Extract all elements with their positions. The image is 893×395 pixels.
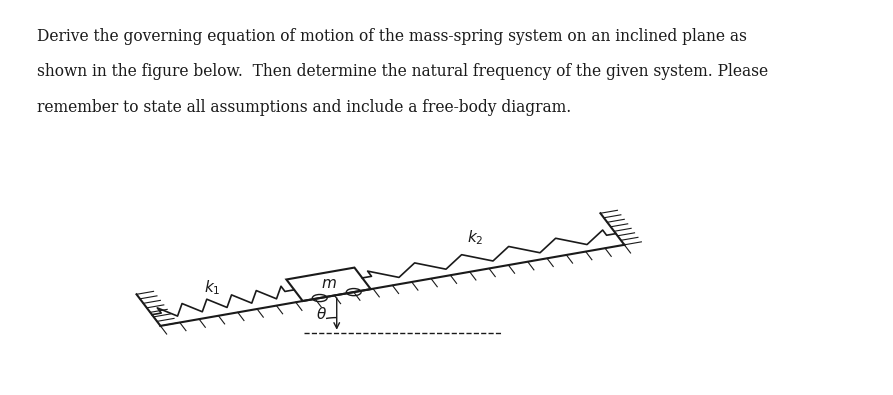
Text: remember to state all assumptions and include a free-body diagram.: remember to state all assumptions and in… [37,99,572,116]
Text: $m$: $m$ [321,277,337,291]
Text: $k_1$: $k_1$ [204,279,221,297]
Text: $k_2$: $k_2$ [467,229,484,247]
Text: shown in the figure below.  Then determine the natural frequency of the given sy: shown in the figure below. Then determin… [37,63,768,80]
Text: $\theta$: $\theta$ [316,306,328,322]
Text: Derive the governing equation of motion of the mass-spring system on an inclined: Derive the governing equation of motion … [37,28,747,45]
Polygon shape [287,267,371,301]
